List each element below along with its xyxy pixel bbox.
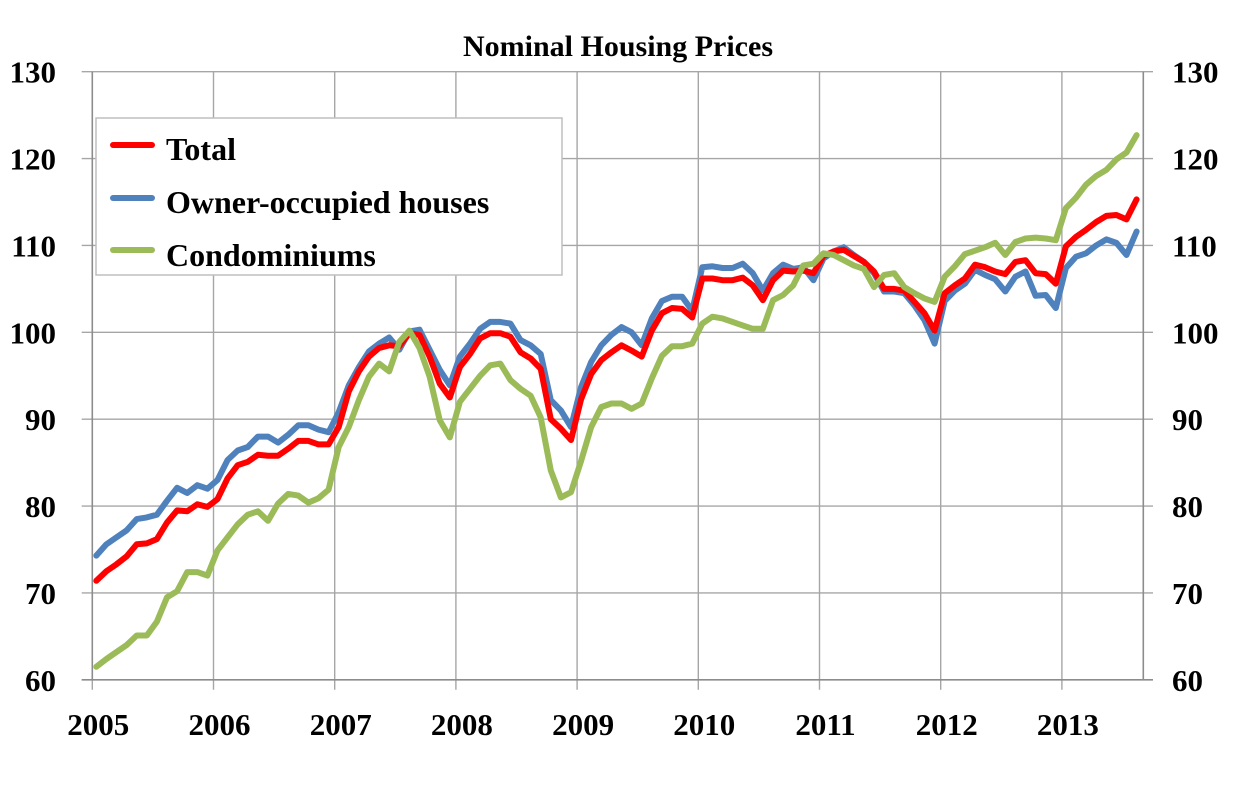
legend-label-total: Total	[166, 131, 236, 167]
y-axis-left-labels: 60 70 80 90 100 110 120 130	[10, 55, 57, 698]
x-tick-label: 2006	[189, 707, 251, 742]
y-tick-label-left: 90	[25, 402, 56, 437]
y-tick-label-right: 100	[1172, 315, 1219, 350]
y-tick-label-right: 90	[1172, 402, 1203, 437]
y-tick-label-right: 70	[1172, 576, 1203, 611]
legend-label-condominiums: Condominiums	[166, 237, 376, 273]
y-tick-label-left: 120	[10, 142, 57, 177]
y-tick-label-left: 130	[10, 55, 57, 90]
x-tick-label: 2008	[431, 707, 493, 742]
y-tick-label-right: 80	[1172, 489, 1203, 524]
series-line-owner-occupied-houses	[93, 228, 1140, 559]
axes	[81, 71, 1153, 681]
legend-label-owner-occupied-houses: Owner-occupied houses	[166, 184, 489, 220]
y-tick-label-left: 100	[10, 315, 57, 350]
legend: Total Owner-occupied houses Condominiums	[95, 117, 563, 276]
y-tick-label-left: 80	[25, 489, 56, 524]
x-tick-label: 2013	[1037, 707, 1099, 742]
y-tick-label-left: 70	[25, 576, 56, 611]
y-axis-right-labels: 60 70 80 90 100 110 120 130	[1172, 55, 1219, 698]
x-tick-label: 2009	[552, 707, 614, 742]
y-tick-label-left: 60	[25, 663, 56, 698]
series-lines	[93, 132, 1140, 670]
legend-box	[95, 117, 563, 276]
x-tick-label: 2007	[310, 707, 372, 742]
chart-title: Nominal Housing Prices	[463, 30, 773, 63]
series-line-total	[93, 196, 1140, 584]
x-axis-labels: 2005 2006 2007 2008 2009 2010 2011 2012 2013	[67, 707, 1099, 742]
x-tick-label: 2005	[67, 707, 129, 742]
y-tick-label-right: 60	[1172, 663, 1203, 698]
y-tick-label-right: 130	[1172, 55, 1219, 90]
y-tick-label-right: 110	[1172, 228, 1217, 263]
y-tick-label-left: 110	[11, 228, 56, 263]
x-tick-label: 2012	[916, 707, 978, 742]
series-line-condominiums	[93, 132, 1140, 670]
y-tick-label-right: 120	[1172, 142, 1219, 177]
x-tick-label: 2010	[673, 707, 735, 742]
x-tick-label: 2011	[795, 707, 855, 742]
